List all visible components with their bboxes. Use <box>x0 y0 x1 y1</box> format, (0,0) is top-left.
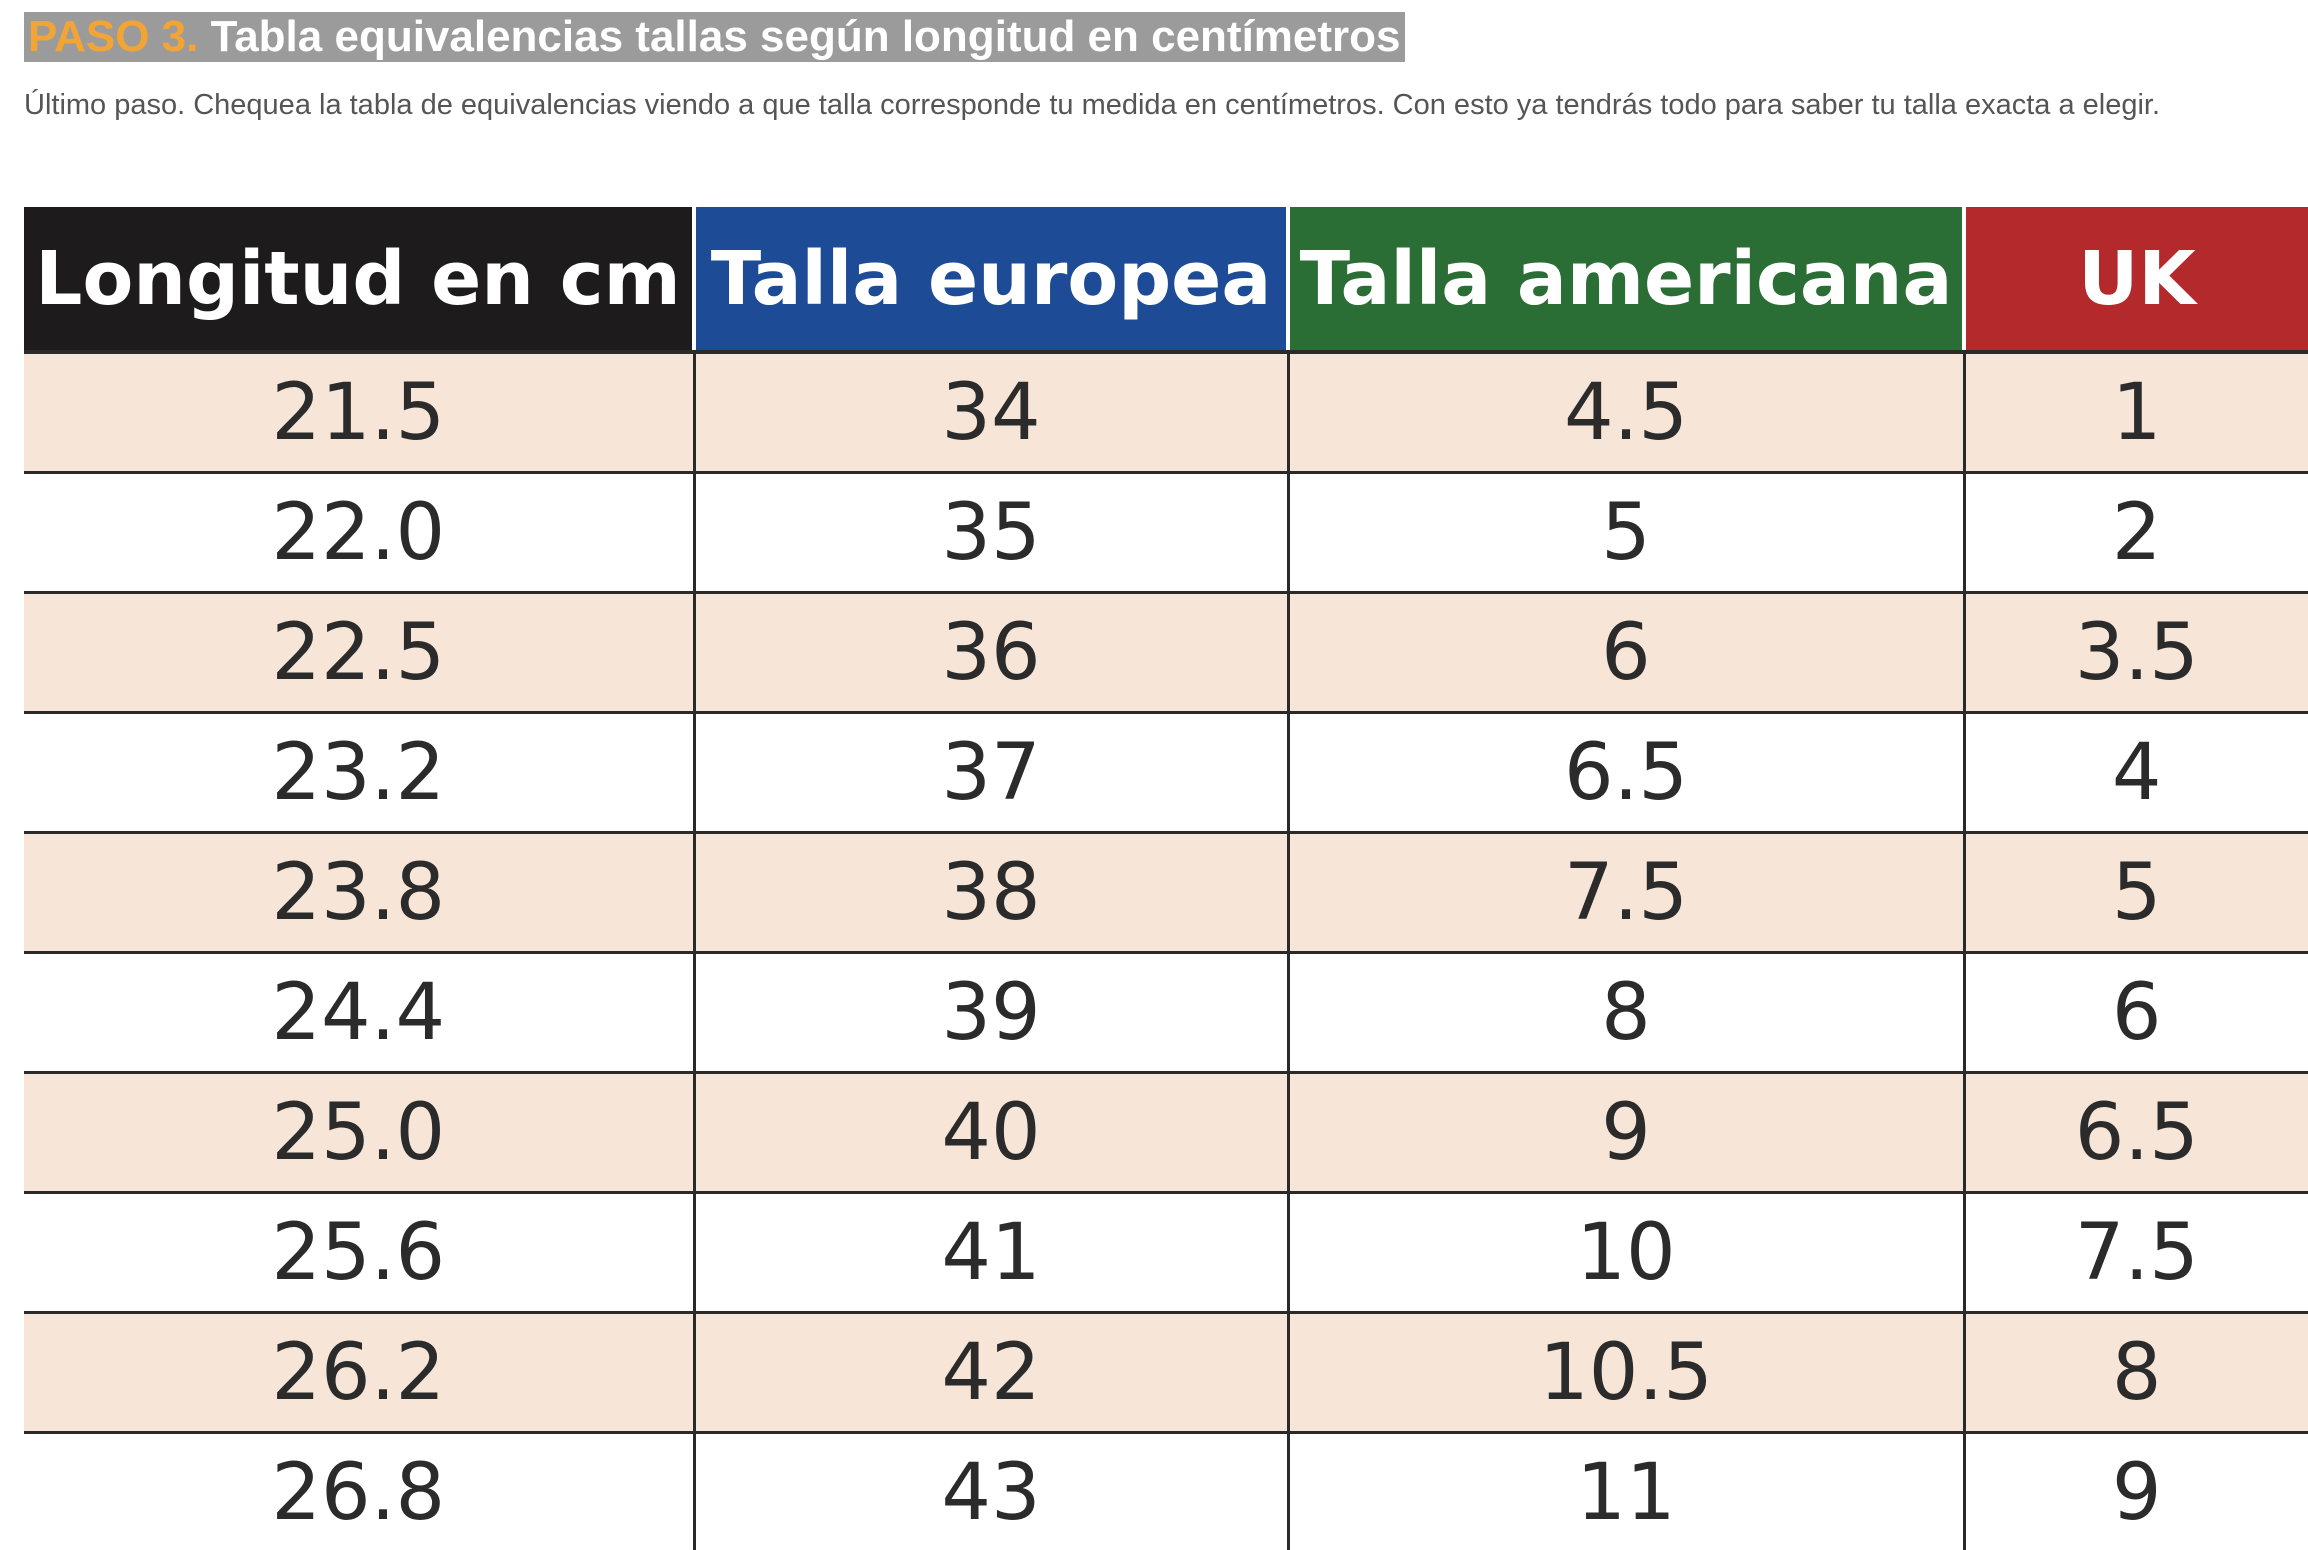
cell-length-cm: 21.5 <box>24 352 696 474</box>
table-row: 25.0 40 9 6.5 <box>24 1072 2308 1194</box>
step-title: Tabla equivalencias tallas según longitu… <box>210 12 1401 61</box>
header-length-cm: Longitud en cm <box>24 207 696 354</box>
cell-american-size: 10.5 <box>1288 1312 1966 1434</box>
cell-uk-size: 9 <box>1964 1432 2308 1550</box>
cell-length-cm: 22.5 <box>24 592 696 714</box>
cell-uk-size: 6 <box>1964 952 2308 1074</box>
table-row: 26.2 42 10.5 8 <box>24 1312 2308 1434</box>
cell-length-cm: 26.8 <box>24 1432 696 1550</box>
cell-european-size: 38 <box>694 832 1290 954</box>
cell-american-size: 8 <box>1288 952 1966 1074</box>
cell-uk-size: 3.5 <box>1964 592 2308 714</box>
table-row: 25.6 41 10 7.5 <box>24 1192 2308 1314</box>
step-number: PASO 3. <box>28 12 199 61</box>
intro-paragraph: Último paso. Chequea la tabla de equival… <box>24 89 2161 121</box>
cell-uk-size: 8 <box>1964 1312 2308 1434</box>
cell-uk-size: 2 <box>1964 472 2308 594</box>
step-heading: PASO 3. Tabla equivalencias tallas según… <box>24 12 1405 62</box>
cell-european-size: 36 <box>694 592 1290 714</box>
cell-length-cm: 26.2 <box>24 1312 696 1434</box>
cell-american-size: 6.5 <box>1288 712 1966 834</box>
cell-european-size: 42 <box>694 1312 1290 1434</box>
cell-american-size: 5 <box>1288 472 1966 594</box>
cell-uk-size: 4 <box>1964 712 2308 834</box>
cell-european-size: 35 <box>694 472 1290 594</box>
table-row: 26.8 43 11 9 <box>24 1432 2308 1550</box>
table-row: 24.4 39 8 6 <box>24 952 2308 1074</box>
cell-american-size: 11 <box>1288 1432 1966 1550</box>
table-header-row: Longitud en cm Talla europea Talla ameri… <box>24 207 2308 354</box>
table-row: 23.2 37 6.5 4 <box>24 712 2308 834</box>
cell-american-size: 10 <box>1288 1192 1966 1314</box>
cell-uk-size: 1 <box>1964 352 2308 474</box>
cell-european-size: 41 <box>694 1192 1290 1314</box>
table-row: 23.8 38 7.5 5 <box>24 832 2308 954</box>
cell-european-size: 43 <box>694 1432 1290 1550</box>
cell-uk-size: 5 <box>1964 832 2308 954</box>
header-uk-size: UK <box>1964 207 2308 354</box>
cell-uk-size: 6.5 <box>1964 1072 2308 1194</box>
cell-length-cm: 25.6 <box>24 1192 696 1314</box>
header-european-size: Talla europea <box>694 207 1290 354</box>
cell-american-size: 9 <box>1288 1072 1966 1194</box>
table-row: 22.5 36 6 3.5 <box>24 592 2308 714</box>
table-row: 22.0 35 5 2 <box>24 472 2308 594</box>
cell-american-size: 7.5 <box>1288 832 1966 954</box>
cell-length-cm: 23.8 <box>24 832 696 954</box>
cell-european-size: 40 <box>694 1072 1290 1194</box>
cell-american-size: 6 <box>1288 592 1966 714</box>
header-american-size: Talla americana <box>1288 207 1966 354</box>
cell-length-cm: 25.0 <box>24 1072 696 1194</box>
table-row: 21.5 34 4.5 1 <box>24 352 2308 474</box>
cell-length-cm: 22.0 <box>24 472 696 594</box>
cell-american-size: 4.5 <box>1288 352 1966 474</box>
cell-european-size: 39 <box>694 952 1290 1074</box>
cell-european-size: 34 <box>694 352 1290 474</box>
cell-uk-size: 7.5 <box>1964 1192 2308 1314</box>
size-equivalence-table: Longitud en cm Talla europea Talla ameri… <box>24 207 2308 1550</box>
cell-european-size: 37 <box>694 712 1290 834</box>
cell-length-cm: 24.4 <box>24 952 696 1074</box>
cell-length-cm: 23.2 <box>24 712 696 834</box>
